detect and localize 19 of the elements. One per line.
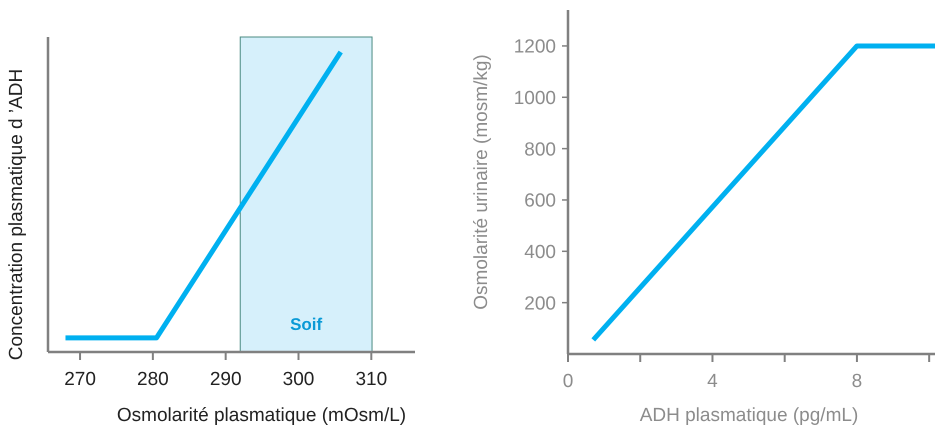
x-axis-title: ADH plasmatique (pg/mL) [640, 405, 858, 426]
y-axis-title: Osmolarité urinaire (mosm/kg) [471, 54, 492, 310]
x-tick-label: 0 [562, 371, 574, 392]
y-tick-label: 1200 [514, 36, 556, 58]
x-tick-label: 270 [64, 369, 96, 390]
x-axis-title: Osmolarité plasmatique (mOsm/L) [116, 405, 406, 426]
x-tick-label: 310 [355, 369, 388, 390]
y-tick-label: 200 [524, 293, 556, 314]
y-tick-label: 600 [524, 190, 556, 212]
x-tick-label: 300 [282, 369, 314, 390]
band-label: Soif [290, 315, 323, 334]
x-tick-label: 280 [137, 369, 169, 390]
y-tick-label: 400 [524, 242, 556, 263]
y-tick-label: 1000 [514, 88, 556, 109]
x-tick-label: 8 [852, 371, 862, 392]
x-tick-label: 4 [707, 371, 718, 392]
y-tick-label: 800 [524, 139, 556, 160]
y-axis-title: Concentration plasmatique d ’ADH [6, 68, 27, 360]
x-tick-label: 290 [210, 369, 242, 390]
